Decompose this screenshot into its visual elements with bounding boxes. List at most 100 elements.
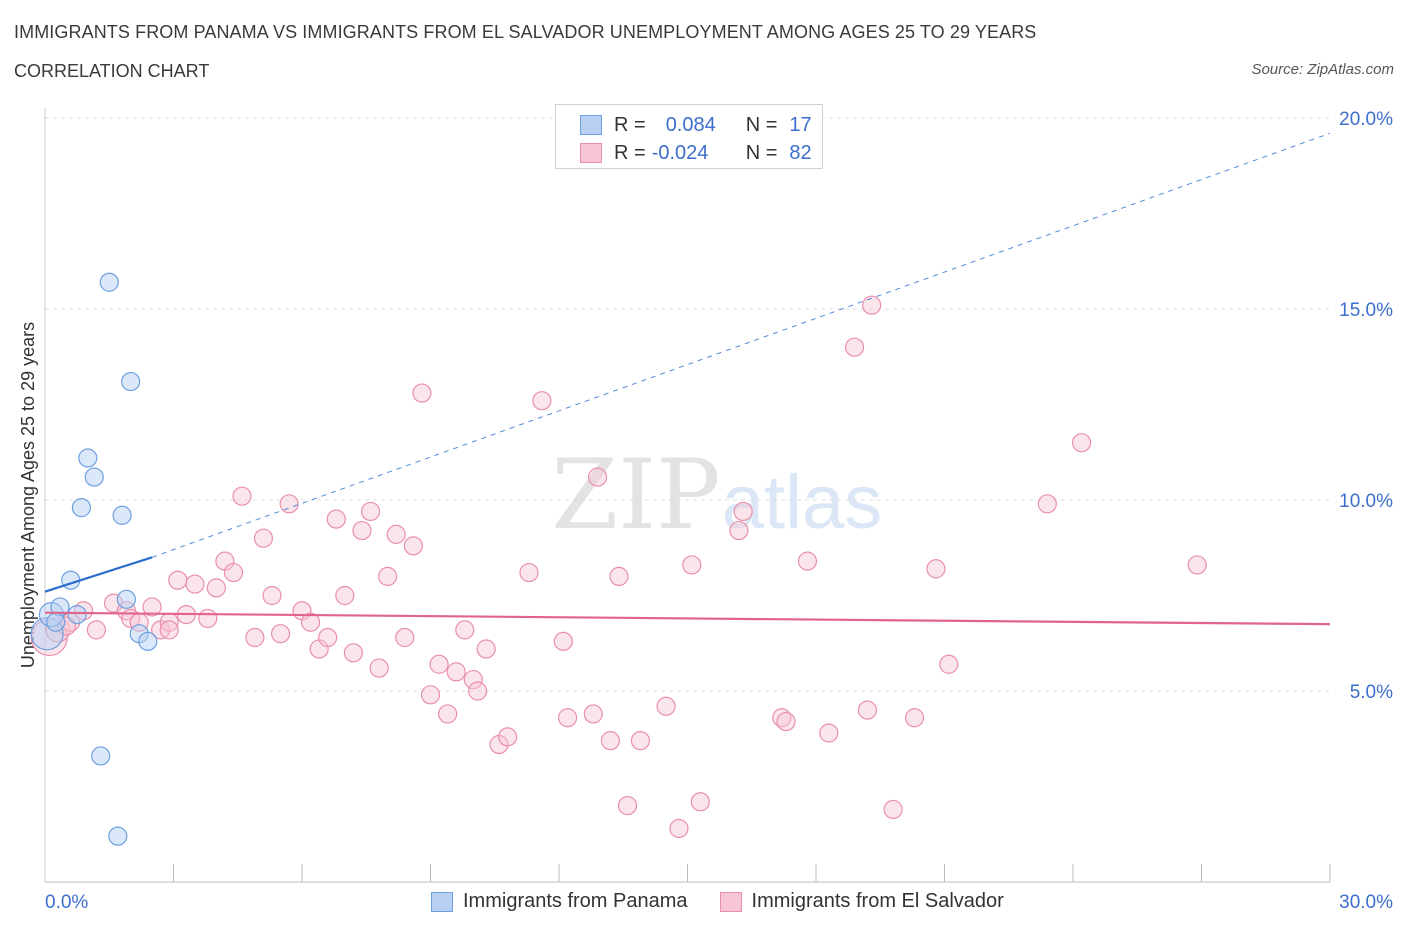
- el-salvador-point: [729, 520, 749, 541]
- el-salvador-trend-line: [44, 611, 1331, 626]
- panama-point: [67, 604, 87, 625]
- el-salvador-point: [360, 501, 381, 522]
- legend-swatch-el-salvador: [580, 143, 602, 163]
- chart-title: IMMIGRANTS FROM PANAMA VS IMMIGRANTS FRO…: [14, 22, 1037, 42]
- panama-point: [138, 631, 158, 651]
- panama-point: [116, 589, 136, 609]
- el-salvador-point: [1071, 433, 1092, 453]
- el-salvador-point: [262, 585, 282, 606]
- panama-point: [112, 505, 132, 525]
- el-salvador-point: [223, 562, 244, 583]
- legend-n-value-el-salvador: 82: [789, 141, 812, 164]
- legend-row-panama: R = 0.084 N = 17: [580, 113, 812, 137]
- el-salvador-point: [587, 467, 608, 487]
- y-axis-label: Unemployment Among Ages 25 to 29 years: [18, 322, 38, 668]
- el-salvador-point: [168, 570, 188, 590]
- el-salvador-point: [455, 620, 475, 640]
- el-salvador-point: [343, 643, 363, 663]
- y-tick-label: 15.0%: [1339, 300, 1393, 321]
- el-salvador-point: [519, 562, 539, 583]
- el-salvador-point: [378, 566, 398, 587]
- el-salvador-point: [245, 627, 265, 648]
- el-salvador-point: [883, 799, 903, 820]
- el-salvador-point: [939, 654, 959, 674]
- el-salvador-point: [429, 654, 449, 674]
- el-salvador-point: [438, 704, 458, 724]
- panama-trend-line: [44, 556, 153, 593]
- watermark-zip: ZIP: [551, 439, 720, 551]
- y-tick-label: 10.0%: [1339, 491, 1393, 512]
- el-salvador-point: [476, 639, 496, 659]
- el-salvador-point: [797, 551, 818, 571]
- series-legend: Immigrants from Panama Immigrants from E…: [431, 890, 1036, 913]
- el-salvador-point: [463, 669, 483, 690]
- el-salvador-point: [669, 818, 689, 839]
- el-salvador-point: [857, 700, 878, 720]
- y-tick-label: 20.0%: [1339, 109, 1393, 130]
- series-legend-el-salvador: Immigrants from El Salvador: [719, 890, 1004, 913]
- legend-n-label: N =: [745, 113, 778, 136]
- legend-n-label: N =: [745, 141, 778, 164]
- panama-trend-extension: [151, 132, 1331, 558]
- el-salvador-point: [386, 524, 406, 544]
- el-salvador-point: [326, 509, 346, 529]
- el-salvador-point: [395, 627, 415, 648]
- el-salvador-point: [142, 597, 162, 617]
- el-salvador-point: [844, 337, 865, 357]
- panama-point: [91, 746, 111, 766]
- el-salvador-point: [819, 723, 839, 743]
- el-salvador-point: [776, 711, 796, 732]
- series-swatch-panama: [431, 891, 453, 912]
- legend-swatch-panama: [580, 115, 602, 135]
- el-salvador-point: [1187, 555, 1207, 575]
- series-legend-panama: Immigrants from Panama: [431, 890, 688, 913]
- el-salvador-point: [300, 612, 321, 632]
- panama-point: [121, 371, 141, 392]
- el-salvador-point: [1037, 494, 1057, 514]
- el-salvador-point: [557, 708, 578, 728]
- legend-row-el-salvador: R = -0.024 N = 82: [580, 141, 812, 165]
- el-salvador-point: [206, 578, 226, 598]
- series-label-panama: Immigrants from Panama: [463, 890, 688, 912]
- el-salvador-point: [609, 566, 629, 587]
- el-salvador-point: [583, 704, 603, 724]
- el-salvador-point: [159, 620, 179, 640]
- el-salvador-point: [862, 295, 882, 315]
- el-salvador-point: [498, 727, 518, 747]
- el-salvador-point: [279, 494, 299, 514]
- el-salvador-point: [86, 620, 107, 640]
- el-salvador-point: [369, 658, 389, 678]
- el-salvador-point: [553, 631, 573, 651]
- legend-r-label: R =: [614, 141, 646, 164]
- el-salvador-point: [352, 520, 372, 541]
- el-salvador-point: [198, 608, 218, 629]
- el-salvador-point: [532, 391, 552, 411]
- panama-point: [99, 272, 119, 292]
- panama-point: [46, 612, 66, 632]
- el-salvador-point: [468, 681, 488, 701]
- panama-point: [84, 467, 104, 487]
- correlation-legend: R = 0.084 N = 17 R = -0.024 N = 82: [555, 104, 823, 169]
- x-tick-label: 30.0%: [1339, 892, 1393, 913]
- legend-r-value-el-salvador: -0.024: [651, 141, 709, 164]
- panama-point: [108, 826, 128, 846]
- el-salvador-point: [600, 731, 621, 751]
- el-salvador-point: [403, 536, 423, 556]
- el-salvador-point: [420, 685, 441, 705]
- legend-n-value-panama: 17: [789, 113, 812, 136]
- el-salvador-point: [656, 696, 676, 716]
- chart-subtitle: CORRELATION CHART: [14, 61, 210, 81]
- el-salvador-point: [904, 708, 925, 728]
- el-salvador-point: [335, 585, 355, 606]
- el-salvador-point: [318, 627, 338, 648]
- el-salvador-point: [232, 486, 252, 506]
- legend-r-label: R =: [614, 113, 646, 136]
- x-tick-label: 0.0%: [45, 892, 88, 913]
- el-salvador-point: [926, 559, 946, 579]
- el-salvador-point: [733, 501, 753, 522]
- panama-point: [71, 498, 92, 518]
- el-salvador-point: [690, 792, 710, 812]
- series-swatch-el-salvador: [719, 891, 742, 912]
- series-label-el-salvador: Immigrants from El Salvador: [751, 890, 1004, 912]
